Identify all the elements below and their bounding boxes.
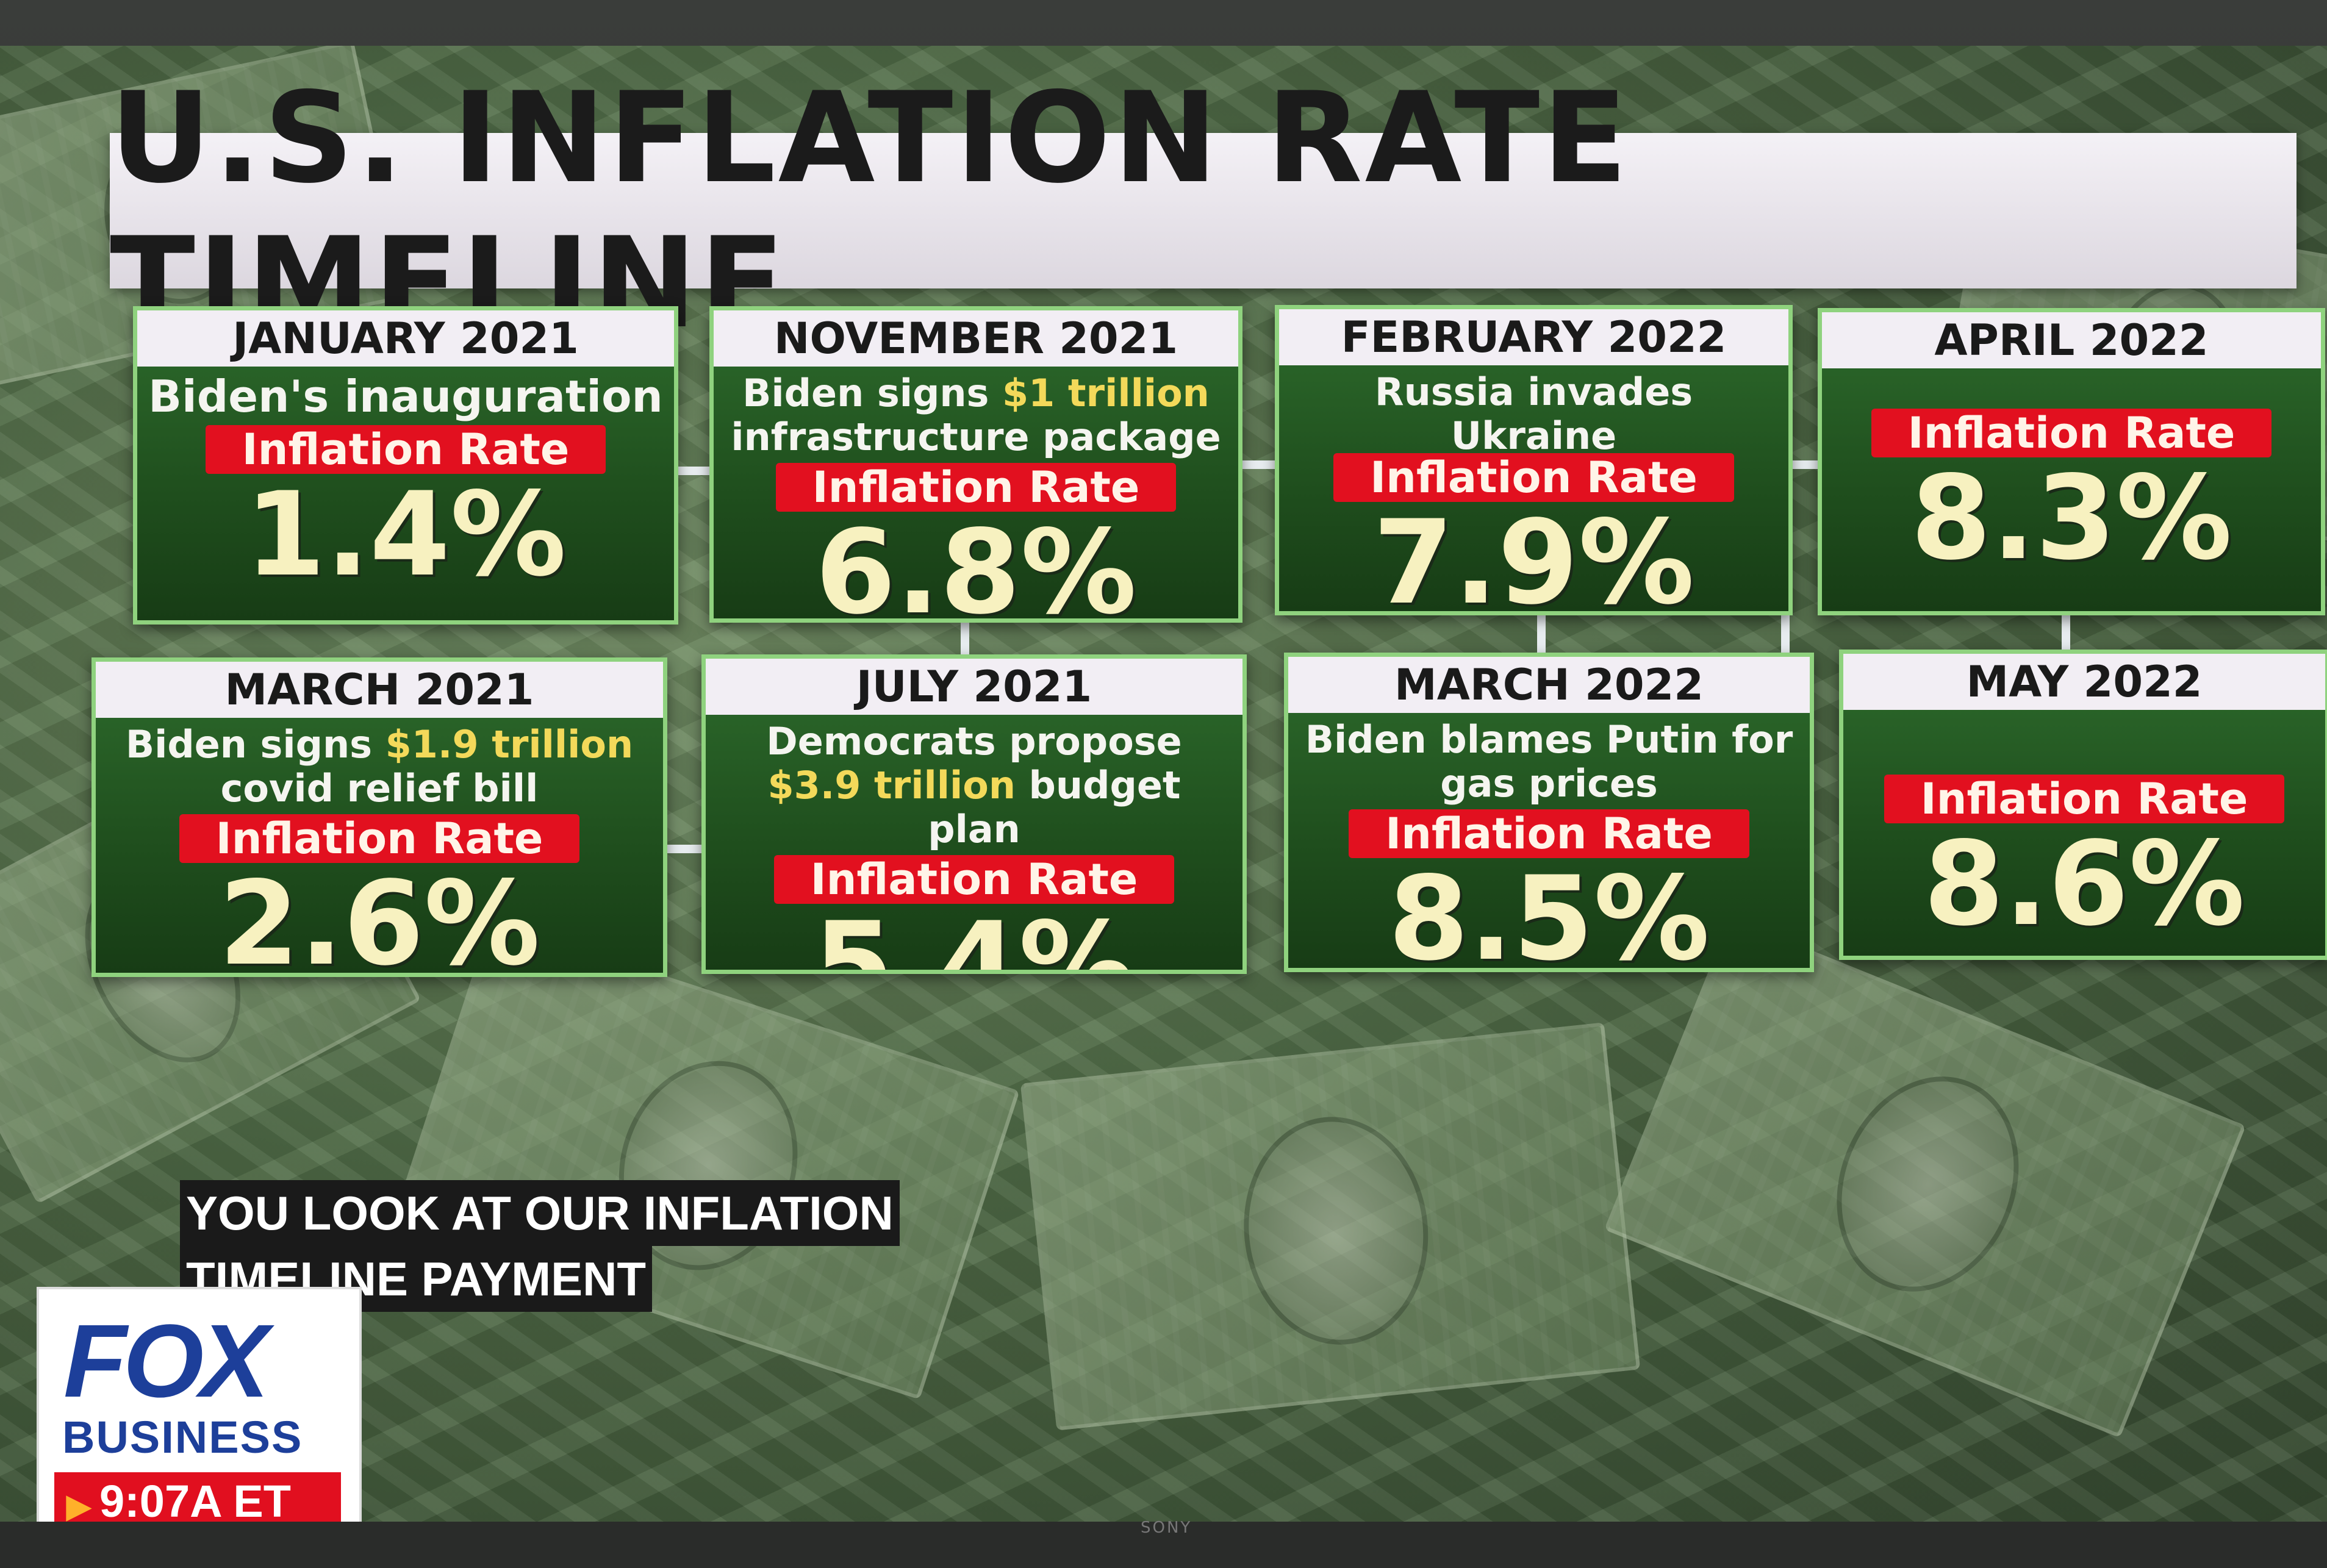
inflation-rate-value: 5.4%: [813, 897, 1135, 974]
card-headline: Biden signs $1.9 trillion covid relief b…: [125, 722, 634, 811]
inflation-rate-label: Inflation Rate: [205, 425, 606, 474]
card-headline: Biden's inauguration: [148, 371, 663, 422]
timeline-connector: [659, 845, 708, 853]
card-date: MARCH 2021: [96, 662, 663, 718]
card-date: NOVEMBER 2021: [714, 310, 1238, 367]
inflation-rate-value: 6.8%: [815, 505, 1137, 623]
timeline-card-may-2022: MAY 2022 Inflation Rate 8.6%: [1839, 650, 2327, 960]
broadcast-screen: U.S. INFLATION RATE TIMELINE JANUARY 202…: [0, 46, 2327, 1522]
timeline-connector: [1787, 460, 1824, 469]
inflation-rate-label: Inflation Rate: [1349, 809, 1749, 858]
dollar-bill-decoration: [1020, 1022, 1641, 1431]
card-headline: Biden signs $1 trillion infrastructure p…: [731, 371, 1221, 459]
timeline-card-feb-2022: FEBRUARY 2022 Russia invades Ukraine Inf…: [1275, 305, 1793, 615]
play-arrow-icon: ▶: [66, 1489, 91, 1522]
business-wordmark: BUSINESS: [62, 1412, 303, 1462]
fox-wordmark: FOX: [63, 1303, 269, 1419]
dollar-bill-decoration: [390, 919, 1020, 1400]
dollar-bill-decoration: [1604, 917, 2246, 1438]
card-date: MARCH 2022: [1288, 657, 1810, 713]
inflation-rate-value: 2.6%: [218, 856, 540, 977]
timeline-card-mar-2021: MARCH 2021 Biden signs $1.9 trillion cov…: [91, 657, 667, 977]
inflation-rate-value: 1.4%: [245, 467, 567, 602]
inflation-rate-value: 8.5%: [1388, 851, 1710, 972]
tv-brand-logo: SONY: [1141, 1519, 1192, 1537]
network-logo: FOX BUSINESS ▶ 9:07A ET: [37, 1287, 362, 1522]
card-date: JULY 2021: [706, 659, 1242, 715]
inflation-rate-value: 7.9%: [1373, 495, 1694, 615]
timeline-card-jul-2021: JULY 2021 Democrats propose $3.9 trillio…: [701, 654, 1247, 974]
timeline-card-apr-2022: APRIL 2022 Inflation Rate 8.3%: [1818, 308, 2325, 615]
card-date: MAY 2022: [1843, 654, 2325, 710]
card-date: FEBRUARY 2022: [1279, 309, 1788, 365]
inflation-rate-value: 8.3%: [1910, 451, 2232, 585]
inflation-rate-label: Inflation Rate: [1884, 775, 2285, 823]
card-headline: Biden blames Putin for gas prices: [1305, 717, 1793, 806]
timeline-card-mar-2022: MARCH 2022 Biden blames Putin for gas pr…: [1284, 653, 1814, 972]
caption-line-1: YOU LOOK AT OUR INFLATION: [180, 1180, 900, 1246]
timeline-card-nov-2021: NOVEMBER 2021 Biden signs $1 trillion in…: [709, 306, 1242, 623]
timeline-card-jan-2021: JANUARY 2021 Biden's inauguration Inflat…: [133, 306, 678, 625]
time-badge: ▶ 9:07A ET: [54, 1472, 341, 1522]
title-banner: U.S. INFLATION RATE TIMELINE: [110, 66, 2297, 356]
inflation-rate-label: Inflation Rate: [773, 855, 1175, 904]
inflation-rate-label: Inflation Rate: [1333, 453, 1734, 502]
page-title: U.S. INFLATION RATE TIMELINE: [110, 65, 1630, 356]
inflation-rate-value: 8.6%: [1923, 817, 2245, 951]
timeline-connector: [1232, 460, 1275, 469]
closed-caption: YOU LOOK AT OUR INFLATION TIMELINE PAYME…: [180, 1180, 900, 1312]
card-date: JANUARY 2021: [137, 310, 674, 367]
inflation-rate-label: Inflation Rate: [179, 814, 580, 863]
inflation-rate-label: Inflation Rate: [1871, 409, 2272, 457]
card-headline: Russia invades Ukraine: [1374, 370, 1693, 458]
card-date: APRIL 2022: [1822, 312, 2321, 368]
inflation-rate-label: Inflation Rate: [775, 463, 1177, 512]
broadcast-time: 9:07A ET: [99, 1476, 291, 1522]
card-headline: Democrats propose $3.9 trillion budget p…: [766, 719, 1182, 851]
